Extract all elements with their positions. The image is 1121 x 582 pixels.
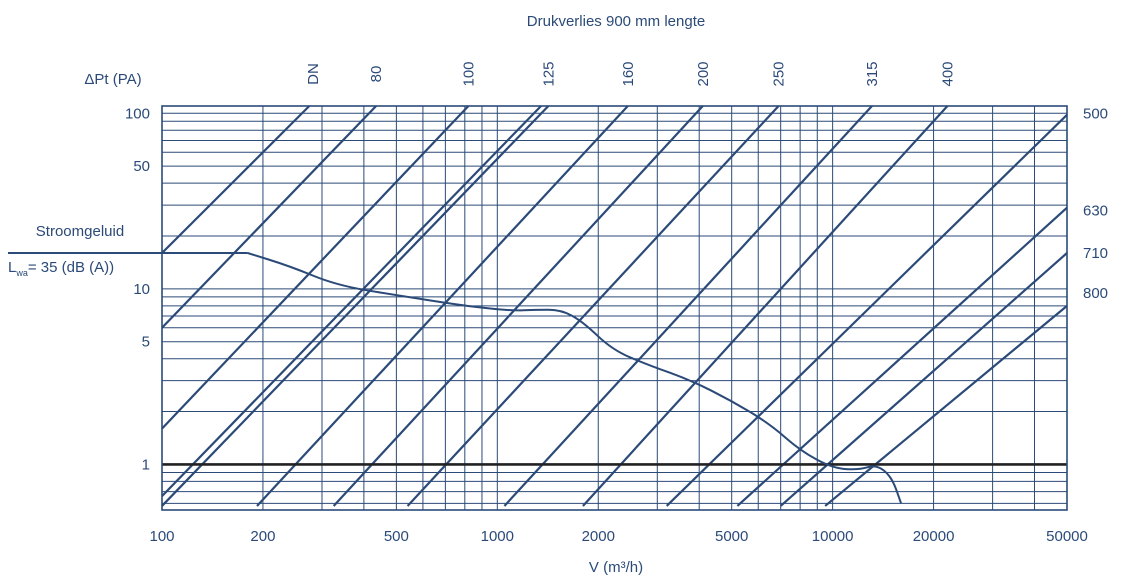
dn-label-125: 125 (540, 61, 557, 86)
sound-label: Stroomgeluid (36, 223, 124, 240)
sound-sublabel-sub: wa (15, 268, 28, 278)
y-tick-label: 50 (133, 158, 150, 175)
x-tick-label: 1000 (481, 528, 514, 545)
y-axis-label: ΔPt (PA) (84, 71, 141, 88)
y-tick-label: 5 (142, 334, 150, 351)
duct-line-630 (736, 206, 1068, 507)
sound-sublabel-rest: = 35 (dB (A)) (28, 259, 114, 276)
dn-label-250: 250 (771, 61, 788, 86)
duct-line-80 (161, 105, 377, 329)
y-tick-label: 10 (133, 281, 150, 298)
dn-label-100: 100 (460, 61, 477, 86)
dn-label: DN (305, 63, 322, 85)
x-tick-label: 100 (149, 528, 174, 545)
duct-line-800 (824, 305, 1068, 507)
dn-label-right-630: 630 (1083, 202, 1108, 219)
dn-label-right-500: 500 (1083, 105, 1108, 122)
duct-line-500 (665, 114, 1068, 507)
x-tick-label: 500 (384, 528, 409, 545)
duct-line-250 (406, 105, 780, 507)
sound-sublabel: Lwa= 35 (dB (A)) (8, 259, 114, 278)
dn-label-80: 80 (368, 66, 385, 83)
dn-label-315: 315 (864, 61, 881, 86)
dn-right-labels: 500 630 710 800 (1083, 105, 1108, 301)
duct-line-125 (161, 105, 550, 507)
sound-curve (247, 252, 903, 504)
dn-top-labels: 80 100 125 160 200 250 315 400 (368, 61, 956, 86)
x-tick-labels: 100 200 500 1000 2000 5000 10000 20000 50000 (149, 528, 1087, 545)
grid (161, 106, 1068, 510)
dn-label-200: 200 (695, 61, 712, 86)
dn-label-right-710: 710 (1083, 245, 1108, 262)
plot-frame (161, 105, 1068, 511)
y-tick-label: 100 (125, 105, 150, 122)
duct-line-extra-13 (161, 105, 542, 497)
x-tick-label: 10000 (812, 528, 854, 545)
y-tick-label: 1 (142, 456, 150, 473)
chart-title: Drukverlies 900 mm lengte (527, 13, 705, 30)
duct-line-extra-12 (161, 105, 311, 254)
duct-line-200 (332, 105, 704, 507)
dn-label-right-800: 800 (1083, 285, 1108, 302)
duct-line-315 (503, 105, 873, 507)
x-tick-label: 20000 (913, 528, 955, 545)
y-tick-labels: 1 5 10 50 100 (125, 105, 150, 473)
x-tick-label: 2000 (582, 528, 615, 545)
duct-line-100 (161, 105, 470, 430)
dn-label-160: 160 (620, 61, 637, 86)
x-tick-label: 5000 (715, 528, 748, 545)
sound-sublabel-main: L (8, 259, 16, 276)
sound-curve-layer (8, 252, 1067, 504)
x-tick-label: 50000 (1046, 528, 1088, 545)
duct-line-160 (256, 105, 629, 507)
dn-label-400: 400 (939, 61, 956, 86)
duct-line-710 (779, 252, 1068, 507)
duct-line-400 (582, 105, 949, 507)
x-tick-label: 200 (250, 528, 275, 545)
x-axis-label: V (m³/h) (589, 559, 643, 576)
